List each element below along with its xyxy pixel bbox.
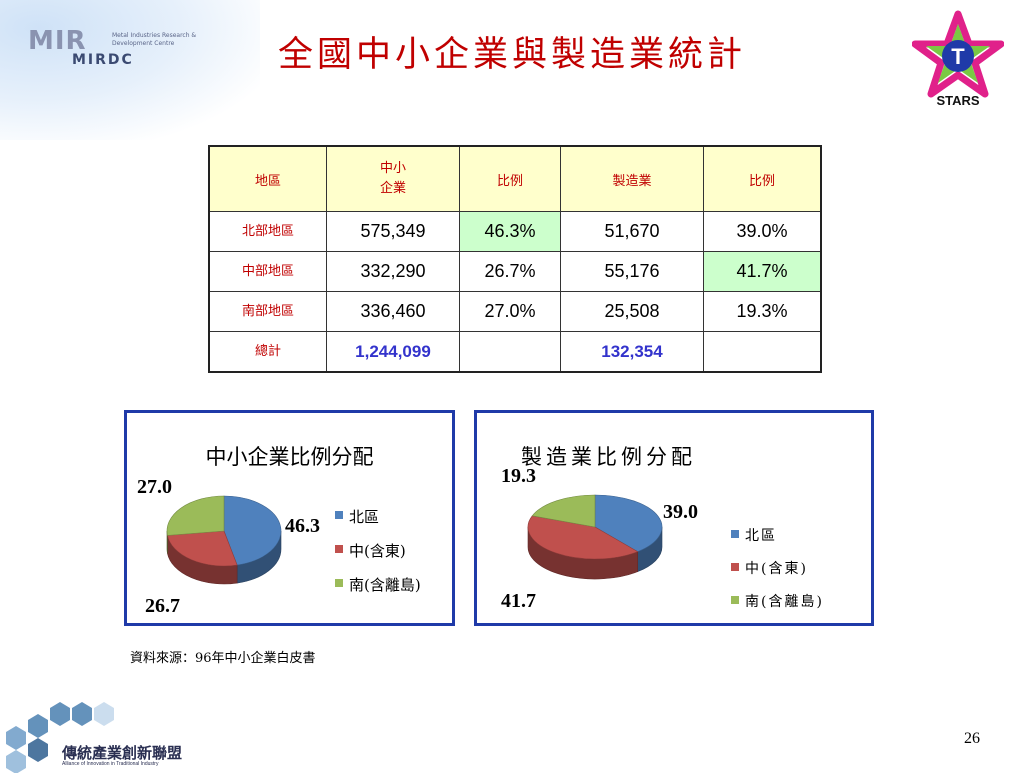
mfg-count-cell: 51,670 <box>560 211 704 252</box>
stars-logo-letter: T <box>951 44 965 69</box>
table-row: 中部地區 332,290 26.7% 55,176 41.7% <box>208 251 822 292</box>
table-row: 南部地區 336,460 27.0% 25,508 19.3% <box>208 291 822 332</box>
sme-total-cell: 1,244,099 <box>326 331 460 373</box>
pie-slice-2 <box>531 494 596 528</box>
region-cell: 中部地區 <box>208 251 327 292</box>
mfg-total-cell: 132,354 <box>560 331 704 373</box>
mfg-count-cell: 55,176 <box>560 251 704 292</box>
region-cell: 南部地區 <box>208 291 327 332</box>
legend-label: 北區 <box>745 528 777 544</box>
sme-count-cell: 332,290 <box>326 251 460 292</box>
logo-main-text: MIR <box>28 26 87 56</box>
page-title: 全國中小企業與製造業統計 <box>277 35 746 75</box>
stars-logo-icon: T <box>912 10 1004 98</box>
mfg-pie-chart-panel: 製造業比例分配 19.3 39.0 41.7 北區 中(含東) 南(含離島) <box>474 410 874 626</box>
hexagon-logo-icon <box>6 702 114 773</box>
empty-cell <box>459 331 561 373</box>
mfg-count-cell: 25,508 <box>560 291 704 332</box>
pie-data-label-central: 41.7 <box>501 590 536 612</box>
mfg-percent-cell: 39.0% <box>703 211 822 252</box>
logo-sub-text: MIRDC <box>72 52 134 68</box>
legend-swatch <box>335 545 343 553</box>
mfg-pie-chart <box>527 494 663 580</box>
pie-slice-2 <box>166 495 225 536</box>
mfg-percent-cell: 19.3% <box>703 291 822 332</box>
org-name: 傳統產業創新聯盟 <box>62 744 183 762</box>
mirdc-logo: MIR MIRDC Metal Industries Research & De… <box>28 22 228 70</box>
header-cell: 比例 <box>459 145 561 212</box>
statistics-table: 地區 中小 企業 比例 製造業 比例 北部地區 575,349 46.3% 51… <box>208 145 822 373</box>
legend-label: 南(含離島) <box>745 594 824 610</box>
header-cell: 中小 企業 <box>326 145 460 212</box>
pie-slice-0 <box>594 494 663 552</box>
table-total-row: 總計 1,244,099 132,354 <box>208 331 822 373</box>
sme-count-cell: 575,349 <box>326 211 460 252</box>
pie-slice-0 <box>223 495 282 566</box>
pie-slice-1 <box>527 515 639 560</box>
sme-pie-chart <box>166 495 282 585</box>
chart-title: 製造業比例分配 <box>521 445 696 469</box>
sme-percent-cell: 26.7% <box>459 251 561 292</box>
logo-caption: Metal Industries Research & Development … <box>112 32 197 47</box>
pie-data-label-south: 19.3 <box>501 465 536 487</box>
total-label-cell: 總計 <box>208 331 327 373</box>
empty-cell <box>703 331 822 373</box>
pie-data-label-south: 27.0 <box>137 476 172 498</box>
region-cell: 北部地區 <box>208 211 327 252</box>
org-subtitle: Alliance of Innovation in Traditional In… <box>62 761 159 767</box>
mfg-percent-cell: 41.7% <box>703 251 822 292</box>
pie-slice-1 <box>167 530 238 567</box>
sme-percent-cell: 46.3% <box>459 211 561 252</box>
stars-logo-label: STARS <box>936 93 980 108</box>
pie-data-label-central: 26.7 <box>145 595 180 617</box>
legend-swatch <box>731 596 739 604</box>
legend-label: 南(含離島) <box>349 576 421 594</box>
header-cell: 地區 <box>208 145 327 212</box>
sme-count-cell: 336,460 <box>326 291 460 332</box>
header-cell: 製造業 <box>560 145 704 212</box>
legend-label: 北區 <box>349 508 380 526</box>
sme-pie-chart-panel: 中小企業比例分配 27.0 46.3 26.7 北區 中(含東) 南(含離島) <box>124 410 455 626</box>
header-background <box>0 0 260 140</box>
data-source-note: 資料來源：96年中小企業白皮書 <box>130 651 316 666</box>
legend-swatch <box>335 511 343 519</box>
legend-swatch <box>731 563 739 571</box>
legend-swatch <box>335 579 343 587</box>
page-number: 26 <box>964 730 980 747</box>
legend-label: 中(含東) <box>349 542 406 560</box>
table-header-row: 地區 中小 企業 比例 製造業 比例 <box>208 145 822 212</box>
sme-percent-cell: 27.0% <box>459 291 561 332</box>
pie-data-label-north: 39.0 <box>663 501 698 523</box>
legend-swatch <box>731 530 739 538</box>
legend-label: 中(含東) <box>745 561 808 577</box>
table-row: 北部地區 575,349 46.3% 51,670 39.0% <box>208 211 822 252</box>
chart-title: 中小企業比例分配 <box>205 445 374 469</box>
pie-data-label-north: 46.3 <box>285 515 320 537</box>
header-cell: 比例 <box>703 145 822 212</box>
